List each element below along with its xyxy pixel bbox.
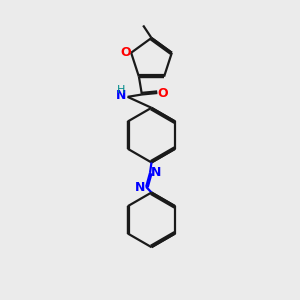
- Text: O: O: [158, 86, 168, 100]
- Text: H: H: [117, 85, 125, 95]
- Text: N: N: [151, 166, 161, 179]
- Text: O: O: [121, 46, 131, 59]
- Text: N: N: [135, 181, 146, 194]
- Text: N: N: [116, 89, 126, 103]
